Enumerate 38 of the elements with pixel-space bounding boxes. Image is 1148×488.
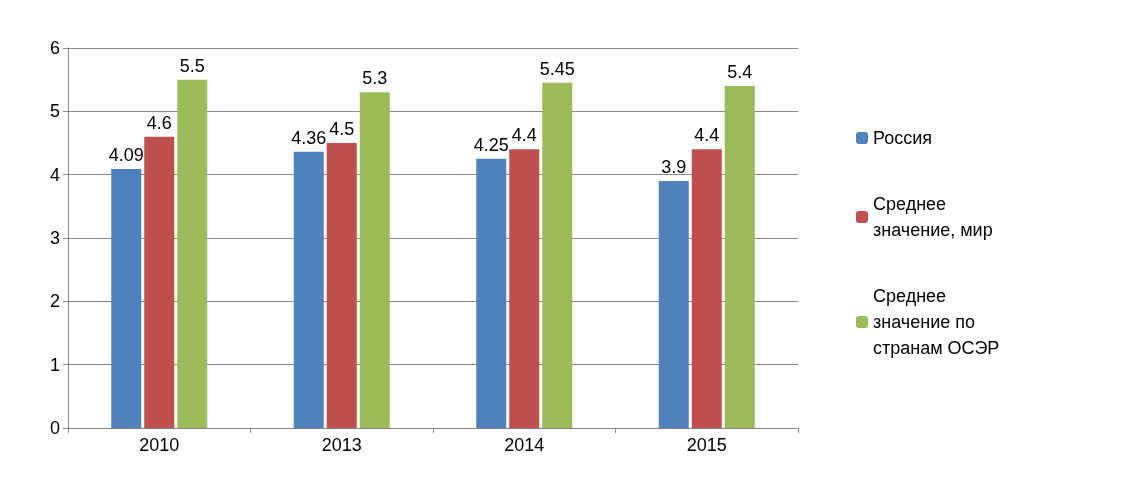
y-tick-label: 0 <box>49 418 60 438</box>
bar <box>724 86 755 428</box>
data-label: 3.9 <box>661 157 687 177</box>
bar <box>144 136 175 428</box>
x-tick-label: 2013 <box>321 435 362 455</box>
data-label: 4.36 <box>291 127 327 148</box>
bar <box>691 149 722 428</box>
y-tick-label: 5 <box>49 101 60 122</box>
y-tick-label: 1 <box>49 354 60 375</box>
data-label: 4.5 <box>329 119 355 139</box>
bar <box>509 149 540 428</box>
data-label: 4.4 <box>694 125 720 146</box>
legend-label: Среднее значение по странам ОСЭР <box>873 286 1000 358</box>
data-label: 5.45 <box>539 58 575 79</box>
bar <box>177 79 208 428</box>
data-label: 5.3 <box>362 68 388 89</box>
bar <box>293 151 324 428</box>
data-label: 4.6 <box>146 112 172 133</box>
x-tick-label: 2014 <box>504 435 545 455</box>
bar <box>326 143 357 428</box>
legend-label: Россия <box>873 128 933 148</box>
bar <box>359 92 390 428</box>
y-tick-label: 4 <box>49 164 60 185</box>
bar <box>542 82 573 428</box>
x-tick-label: 2010 <box>139 435 180 455</box>
bar <box>658 181 689 428</box>
data-label: 4.4 <box>511 125 537 146</box>
y-tick-label: 6 <box>49 38 60 58</box>
x-tick-label: 2015 <box>686 435 727 455</box>
data-label: 5.5 <box>179 55 205 76</box>
bar <box>476 158 507 428</box>
y-tick-label: 3 <box>49 228 60 248</box>
data-label: 5.4 <box>727 62 753 82</box>
data-label: 4.25 <box>473 134 509 155</box>
bar <box>111 168 142 428</box>
legend-label: Среднее значение, мир <box>873 194 993 240</box>
y-tick-label: 2 <box>49 291 60 312</box>
data-label: 4.09 <box>108 144 144 165</box>
